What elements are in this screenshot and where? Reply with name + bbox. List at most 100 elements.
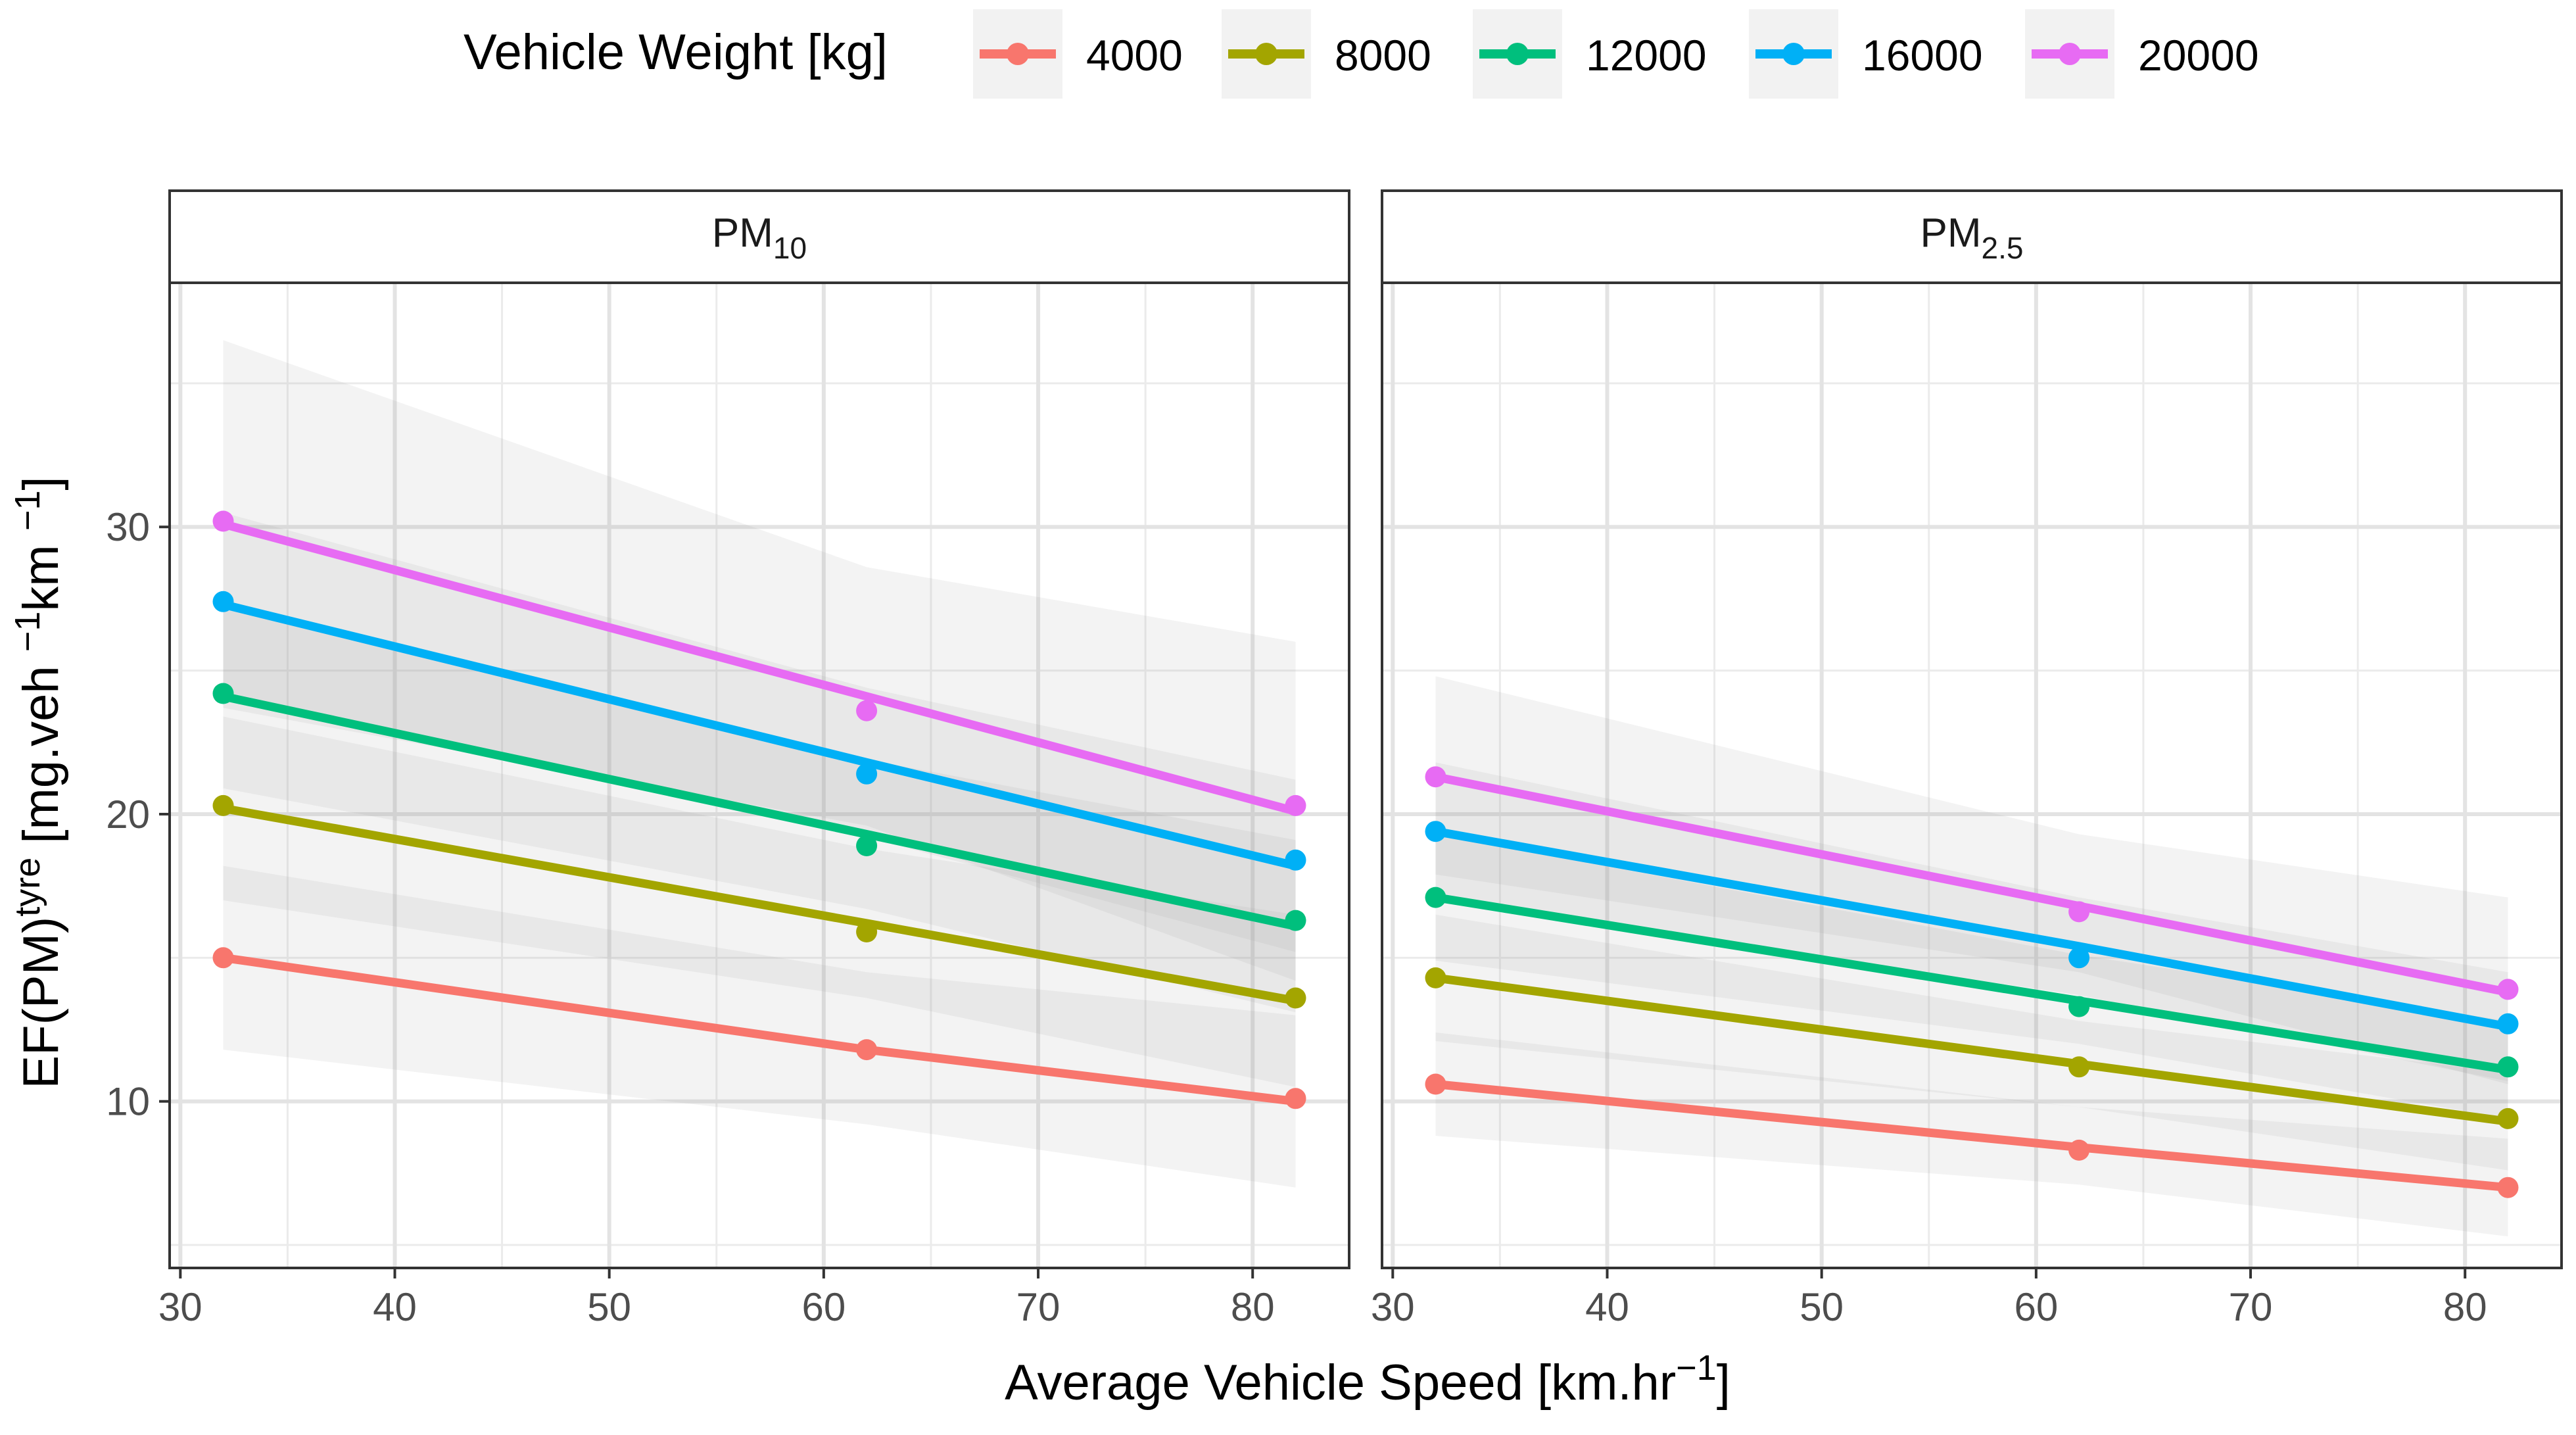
legend-item-16000: 16000 bbox=[1749, 9, 1983, 99]
y-tick-label: 10 bbox=[106, 1080, 150, 1124]
data-point-8000 bbox=[856, 921, 878, 942]
data-point-4000 bbox=[1285, 1088, 1306, 1109]
series-8000 bbox=[212, 794, 1306, 1009]
x-axis-label: Average Vehicle Speed [km.hr−1] bbox=[1005, 1348, 1730, 1411]
x-tick-label: 40 bbox=[1585, 1285, 1629, 1329]
legend-key-point bbox=[1255, 43, 1277, 65]
x-tick-label: 80 bbox=[1231, 1285, 1275, 1329]
legend-label-20000: 20000 bbox=[2138, 31, 2259, 80]
x-tick-label: 70 bbox=[1016, 1285, 1061, 1329]
data-point-20000 bbox=[856, 700, 878, 721]
x-tick-label: 40 bbox=[373, 1285, 417, 1329]
data-point-4000 bbox=[856, 1039, 878, 1061]
data-point-12000 bbox=[1285, 910, 1306, 931]
legend-item-8000: 8000 bbox=[1222, 9, 1431, 99]
facet-panels: PM10 30 40 50 60 70 80 10 20 30 PM2.5 30 40 50 60 70 80 bbox=[106, 189, 2563, 1329]
x-label-main: Average Vehicle Speed [km.hr bbox=[1005, 1355, 1676, 1411]
legend-label-8000: 8000 bbox=[1335, 31, 1431, 80]
data-point-8000 bbox=[212, 794, 234, 816]
series-20000 bbox=[212, 510, 1306, 816]
data-point-16000 bbox=[856, 763, 878, 785]
x-tick-label: 30 bbox=[158, 1285, 203, 1329]
series-12000 bbox=[1425, 887, 2519, 1078]
series-8000 bbox=[1425, 967, 2519, 1129]
data-point-12000 bbox=[2068, 996, 2090, 1017]
facet-strip bbox=[168, 189, 1350, 284]
data-point-16000 bbox=[1285, 849, 1306, 871]
x-axis: 30 40 50 60 70 80 bbox=[158, 1268, 1275, 1329]
legend-item-20000: 20000 bbox=[2025, 9, 2259, 99]
legend-key-point bbox=[1007, 43, 1029, 65]
data-point-8000 bbox=[2497, 1107, 2519, 1129]
y-axis-label: EF(PM)tyre [mg.veh −1km −1] bbox=[8, 476, 69, 1088]
legend-label-12000: 12000 bbox=[1586, 31, 1707, 80]
series-16000 bbox=[212, 591, 1306, 871]
panel-1: PM10 30 40 50 60 70 80 10 20 30 bbox=[106, 189, 1350, 1329]
y-label-part-c: km bbox=[13, 531, 69, 611]
x-tick-label: 50 bbox=[1800, 1285, 1844, 1329]
x-tick-label: 60 bbox=[2014, 1285, 2058, 1329]
data-point-8000 bbox=[2068, 1056, 2090, 1078]
data-point-8000 bbox=[1425, 967, 1446, 988]
data-point-4000 bbox=[212, 947, 234, 969]
panel-2: PM2.5 30 40 50 60 70 80 bbox=[1371, 189, 2563, 1329]
facet-strip bbox=[1381, 189, 2563, 284]
legend-item-12000: 12000 bbox=[1473, 9, 1707, 99]
x-tick-label: 60 bbox=[801, 1285, 846, 1329]
y-label-sup-km: −1 bbox=[8, 491, 47, 531]
data-point-8000 bbox=[1285, 987, 1306, 1009]
data-point-12000 bbox=[1425, 887, 1446, 908]
panel-border bbox=[1381, 281, 2563, 1269]
series-12000 bbox=[212, 683, 1306, 931]
x-tick-label: 70 bbox=[2229, 1285, 2273, 1329]
legend-title: Vehicle Weight [kg] bbox=[464, 24, 888, 80]
fit-line-16000 bbox=[1435, 827, 2509, 1031]
facet-strip-label: PM10 bbox=[712, 210, 807, 265]
legend-key-point bbox=[1506, 43, 1529, 65]
y-label-sup-veh: −1 bbox=[8, 612, 47, 652]
confidence-band-8000 bbox=[1435, 914, 2508, 1171]
confidence-band-16000 bbox=[1435, 762, 2508, 1082]
x-tick-label: 30 bbox=[1371, 1285, 1415, 1329]
y-label-sup-tyre: tyre bbox=[8, 858, 47, 917]
x-tick-label: 80 bbox=[2443, 1285, 2487, 1329]
fit-line-20000 bbox=[222, 520, 1297, 815]
legend-key-point bbox=[1782, 43, 1805, 65]
y-tick-label: 20 bbox=[106, 792, 150, 837]
x-label-tail: ] bbox=[1717, 1355, 1730, 1411]
data-point-12000 bbox=[212, 683, 234, 704]
legend-key-point bbox=[2059, 43, 2081, 65]
facet-strip-label: PM2.5 bbox=[1920, 210, 2024, 265]
data-point-16000 bbox=[1425, 821, 1446, 842]
series-4000 bbox=[1425, 1073, 2519, 1198]
legend-label-16000: 16000 bbox=[1862, 31, 1983, 80]
data-point-20000 bbox=[212, 510, 234, 532]
y-label-part-b: [mg.veh bbox=[13, 652, 69, 858]
y-label-part-d: ] bbox=[13, 476, 69, 490]
data-point-4000 bbox=[2497, 1177, 2519, 1198]
data-point-16000 bbox=[212, 591, 234, 612]
data-point-12000 bbox=[856, 835, 878, 856]
fit-line-12000 bbox=[222, 692, 1297, 931]
x-tick-label: 50 bbox=[587, 1285, 631, 1329]
data-point-12000 bbox=[2497, 1056, 2519, 1078]
data-point-20000 bbox=[2068, 901, 2090, 923]
data-point-4000 bbox=[2068, 1139, 2090, 1161]
x-axis: 30 40 50 60 70 80 bbox=[1371, 1268, 2487, 1329]
y-axis: 10 20 30 bbox=[106, 505, 170, 1124]
series-20000 bbox=[1425, 766, 2519, 1000]
legend-item-4000: 4000 bbox=[973, 9, 1183, 99]
confidence-band-4000 bbox=[223, 865, 1296, 1188]
data-point-4000 bbox=[1425, 1073, 1446, 1095]
fit-line-16000 bbox=[222, 600, 1297, 870]
panel-border bbox=[168, 281, 1350, 1269]
y-label-part-a: EF(PM) bbox=[13, 917, 69, 1089]
data-point-20000 bbox=[2497, 979, 2519, 1000]
data-point-20000 bbox=[1425, 766, 1446, 788]
data-point-20000 bbox=[1285, 794, 1306, 816]
legend-items: 4000 8000 12000 16000 20000 bbox=[973, 9, 2259, 99]
x-label-sup: −1 bbox=[1676, 1348, 1717, 1388]
series-16000 bbox=[1425, 821, 2519, 1034]
confidence-band-12000 bbox=[1435, 834, 2508, 1119]
